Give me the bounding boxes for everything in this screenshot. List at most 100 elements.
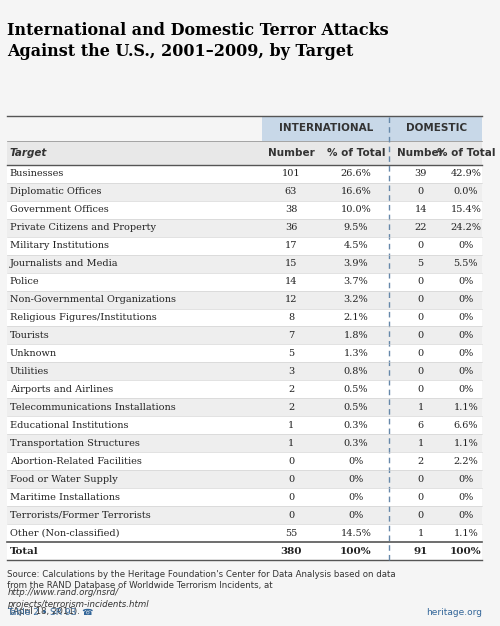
Text: 0.5%: 0.5% [344, 403, 368, 412]
Text: 1.8%: 1.8% [344, 331, 368, 340]
Text: 17: 17 [285, 241, 298, 250]
Text: 6: 6 [418, 421, 424, 430]
Text: Terrorists/Former Terrorists: Terrorists/Former Terrorists [10, 511, 150, 520]
Bar [8, 200, 482, 218]
Text: % of Total: % of Total [436, 148, 495, 158]
Text: Maritime Installations: Maritime Installations [10, 493, 120, 502]
Text: 1.1%: 1.1% [454, 529, 478, 538]
Text: 39: 39 [414, 169, 427, 178]
Bar [8, 470, 482, 488]
Text: 0%: 0% [348, 511, 364, 520]
Text: Educational Institutions: Educational Institutions [10, 421, 128, 430]
Text: Abortion-Related Facilities: Abortion-Related Facilities [10, 457, 141, 466]
Text: 4.5%: 4.5% [344, 241, 368, 250]
Bar [8, 309, 482, 327]
Bar [8, 362, 482, 381]
Text: 15.4%: 15.4% [450, 205, 482, 214]
Bar [392, 116, 482, 141]
Text: 2: 2 [288, 403, 294, 412]
Text: heritage.org: heritage.org [426, 608, 482, 617]
Text: 0: 0 [418, 277, 424, 286]
Text: 2: 2 [418, 457, 424, 466]
Text: 0%: 0% [458, 349, 473, 358]
Bar [8, 344, 482, 362]
Text: Table 2 • SR 93  ☎: Table 2 • SR 93 ☎ [8, 608, 94, 617]
Text: 0: 0 [288, 493, 294, 502]
Text: Tourists: Tourists [10, 331, 50, 340]
Text: 0%: 0% [348, 493, 364, 502]
Text: 1: 1 [418, 403, 424, 412]
Text: 100%: 100% [450, 546, 482, 556]
Text: 0: 0 [418, 295, 424, 304]
Text: 1: 1 [288, 439, 294, 448]
Text: 0: 0 [418, 367, 424, 376]
Text: 0%: 0% [458, 241, 473, 250]
Bar [8, 488, 482, 506]
Bar [8, 237, 482, 255]
Text: Military Institutions: Military Institutions [10, 241, 109, 250]
Bar [262, 116, 392, 141]
Text: 5: 5 [418, 259, 424, 268]
Text: 0%: 0% [458, 475, 473, 484]
Text: Journalists and Media: Journalists and Media [10, 259, 118, 268]
Text: 0: 0 [418, 511, 424, 520]
Text: 1: 1 [418, 439, 424, 448]
Bar [8, 453, 482, 470]
Text: 0: 0 [288, 511, 294, 520]
Text: 15: 15 [285, 259, 297, 268]
Text: Telecommunications Installations: Telecommunications Installations [10, 403, 175, 412]
Text: http://www.rand.org/nsrd/
projects/terrorism-incidents.html: http://www.rand.org/nsrd/ projects/terro… [8, 588, 149, 609]
Text: 42.9%: 42.9% [450, 169, 482, 178]
Text: 0: 0 [418, 187, 424, 196]
Text: 0: 0 [288, 457, 294, 466]
Bar [8, 165, 482, 183]
Bar [8, 272, 482, 290]
Text: 1: 1 [288, 421, 294, 430]
Text: 55: 55 [285, 529, 297, 538]
Text: 0: 0 [418, 475, 424, 484]
Text: 0.0%: 0.0% [454, 187, 478, 196]
Text: Religious Figures/Institutions: Religious Figures/Institutions [10, 313, 156, 322]
Text: 0%: 0% [458, 313, 473, 322]
Text: 100%: 100% [340, 546, 372, 556]
Text: 5.5%: 5.5% [454, 259, 478, 268]
Bar [8, 434, 482, 453]
Text: Government Offices: Government Offices [10, 205, 108, 214]
Text: 14.5%: 14.5% [340, 529, 372, 538]
Bar [8, 327, 482, 344]
Bar [8, 183, 482, 200]
Bar [8, 218, 482, 237]
Text: Businesses: Businesses [10, 169, 64, 178]
Text: 24.2%: 24.2% [450, 223, 482, 232]
Text: 0%: 0% [458, 511, 473, 520]
Text: 26.6%: 26.6% [340, 169, 371, 178]
Text: 101: 101 [282, 169, 300, 178]
Text: 0.5%: 0.5% [344, 385, 368, 394]
Text: Other (Non-classified): Other (Non-classified) [10, 529, 120, 538]
Text: 16.6%: 16.6% [340, 187, 371, 196]
Text: 63: 63 [285, 187, 297, 196]
Text: Total: Total [10, 546, 38, 556]
Text: 0: 0 [418, 349, 424, 358]
Text: 6.6%: 6.6% [454, 421, 478, 430]
Text: 14: 14 [285, 277, 298, 286]
Text: 0: 0 [418, 385, 424, 394]
Text: Non-Governmental Organizations: Non-Governmental Organizations [10, 295, 176, 304]
Text: 7: 7 [288, 331, 294, 340]
Text: 1.3%: 1.3% [344, 349, 368, 358]
Bar [8, 255, 482, 272]
Text: 1: 1 [418, 529, 424, 538]
Bar [8, 506, 482, 525]
Text: Food or Water Supply: Food or Water Supply [10, 475, 118, 484]
Text: 3.9%: 3.9% [344, 259, 368, 268]
Text: 0: 0 [418, 313, 424, 322]
Text: 8: 8 [288, 313, 294, 322]
Text: 38: 38 [285, 205, 297, 214]
Bar [8, 416, 482, 434]
Text: 0: 0 [288, 475, 294, 484]
Text: 12: 12 [285, 295, 298, 304]
Text: 0.8%: 0.8% [344, 367, 368, 376]
Bar [8, 290, 482, 309]
Text: 380: 380 [280, 546, 302, 556]
Bar [8, 381, 482, 398]
